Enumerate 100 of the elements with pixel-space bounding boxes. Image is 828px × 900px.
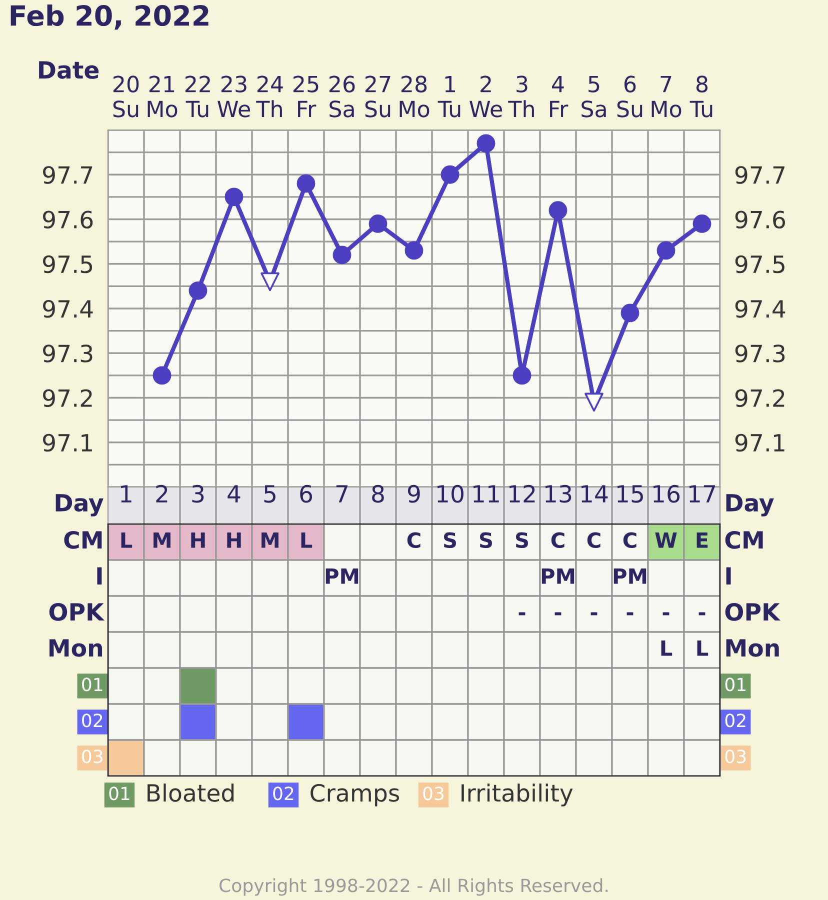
text: S [480,532,492,548]
x-tick-label: 28 Mo [400,76,430,118]
x-tick-label: 4 Fr [550,76,568,118]
point [188,281,208,300]
y-tick-label: 97.2 [43,389,92,408]
x-tick-label: 23 We [218,76,250,118]
point [440,165,460,184]
x-tick-label: 27 Su [365,76,390,118]
text: Cramps [310,784,400,806]
y-tick-label: 97.5 [43,255,92,274]
point [296,174,316,193]
y2-tick-label: 97.1 [735,434,784,452]
y2-tick-label: OPK [725,602,781,621]
x-tick-label: 14 [582,485,608,502]
text: H [191,532,205,548]
y-tick-label: I [97,567,102,585]
x-tick-label: 3 Th [508,76,534,118]
text: PM [614,568,646,584]
y-tick-label: 97.3 [43,344,92,362]
x-axis-title: Date [39,61,99,79]
text: W [655,532,677,548]
x-tick-label: 6 [300,484,312,503]
point [548,201,568,220]
x-tick-label: 1 Tu [438,76,460,118]
x-tick-label: 7 [336,485,348,502]
text: - [518,612,526,616]
x-tick-label: 1 [121,485,132,502]
x-tick-label: 5 Sa [582,76,606,118]
point [512,366,532,385]
x-tick-label: 24 Th [256,76,283,118]
x-axis-title: Day [56,494,104,516]
point [620,304,640,322]
x-tick-label: 8 [372,484,384,503]
y2-tick-label: 97.7 [735,166,784,184]
text: PM [326,568,358,584]
x-tick-label: 20 Su [113,76,139,118]
x-tick-label: 21 Mo [148,76,178,118]
y-tick-label: CM [64,530,102,549]
y-tick-label: 03 [82,750,102,764]
point [476,134,496,153]
y2-tick-label: Mon [726,639,779,657]
text: C [551,532,564,548]
text: C [407,532,420,548]
y-tick-label: 97.1 [43,434,92,452]
category-label: 03 [423,786,444,800]
text: L [121,532,132,548]
point [404,241,424,260]
y2-tick-label: 97.3 [735,344,785,362]
x-tick-label: 26 Sa [329,76,355,118]
x-tick-label: 7 Mo [652,76,682,118]
text: - [626,612,634,616]
x-tick-label: 8 Tu [690,76,712,118]
x-tick-label: 4 [228,485,240,502]
text: C [623,532,636,548]
y-tick-label: 97.4 [43,300,93,318]
y-tick-label: OPK [49,602,105,621]
text: E [696,532,708,548]
text: L [661,640,672,656]
text: M [154,532,170,548]
text: L [697,640,708,656]
y2-tick-label: 03 [725,750,746,764]
x-tick-label: 2 [156,484,168,502]
y2-tick-label: I [726,567,731,585]
y2-tick-label: 97.6 [735,210,785,229]
x-tick-label: 16 [654,484,680,503]
x-tick-label: 3 [192,484,204,503]
x-tick-label: 11 [474,485,499,502]
point [332,246,352,264]
text: - [554,612,562,616]
category-label: 01 [109,786,130,800]
text: PM [542,568,574,584]
y2-tick-label: CM [725,530,763,549]
x-tick-label: 2 We [470,76,502,118]
text: Bloated [148,784,234,802]
x-tick-label: 9 [408,484,420,503]
x-tick-label: 6 Su [617,76,642,118]
y2-tick-label: 02 [725,714,746,728]
x-tick-label: 5 [264,485,276,503]
y-tick-label: 97.6 [43,210,93,229]
y-tick-label: 02 [82,714,102,728]
point [260,272,280,292]
category-label: 02 [273,786,294,800]
point [584,392,604,412]
text: - [698,612,706,616]
text: L [301,532,312,548]
text: S [444,532,456,548]
point [656,241,676,260]
x-tick-label: 15 [618,485,643,503]
text: Day [726,494,774,516]
text: - [662,612,670,616]
y-tick-label: 97.7 [43,166,92,184]
y2-tick-label: 97.5 [735,255,784,274]
text: H [227,532,241,548]
x-tick-label: 17 [690,485,716,502]
text: C [587,532,600,548]
x-tick-label: 22 Tu [185,76,210,118]
x-tick-label: 25 Fr [293,76,318,118]
text: - [590,612,598,616]
text: Irritability [462,784,573,806]
x-tick-label: 12 [510,484,535,502]
